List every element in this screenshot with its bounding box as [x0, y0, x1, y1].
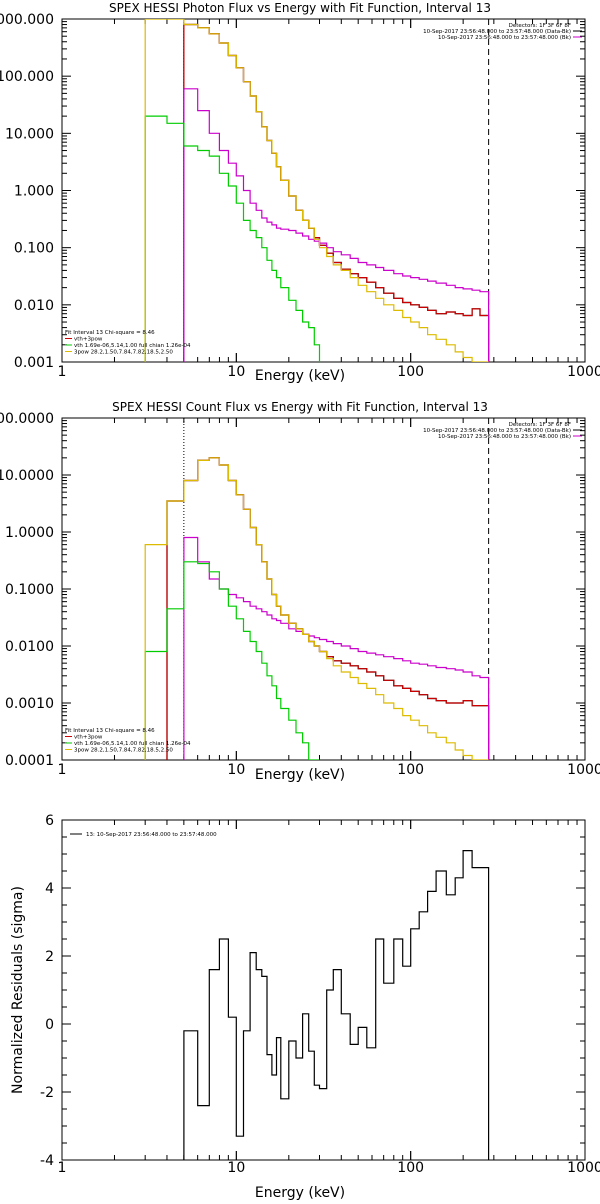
y-tick-label: 100.000	[0, 69, 54, 85]
series-line-2	[166, 457, 490, 760]
y-tick-label: 0.100	[14, 241, 54, 257]
series-line-1	[166, 457, 490, 760]
series-line-1	[183, 850, 490, 1160]
legend-entry: Detectors: 1F 3F 6F 8F	[509, 422, 571, 428]
x-tick-label: 100	[397, 762, 424, 778]
x-axis-label: Energy (keV)	[255, 368, 345, 384]
series-line-4	[144, 115, 321, 362]
y-tick-label: 0.0001	[5, 753, 54, 769]
legend-entry: Fit Interval 13 Chi-square = 8.46	[65, 728, 155, 734]
x-axis-label: Energy (keV)	[255, 767, 345, 783]
series-line-1	[183, 23, 490, 362]
x-tick-label: 100	[397, 1160, 424, 1176]
x-tick-label: 1	[58, 1160, 67, 1176]
y-tick-label: 0.010	[14, 298, 54, 314]
chart-title: SPEX HESSI Count Flux vs Energy with Fit…	[112, 400, 488, 414]
series-line-3	[183, 536, 490, 760]
y-tick-label: 1.000	[14, 184, 54, 200]
legend-entry: 10-Sep-2017 23:56:48.000 to 23:57:48.000…	[438, 35, 571, 41]
y-tick-label: 0	[45, 1017, 54, 1033]
legend-entry: 3pow 28.2,1.50,7.84,7.82,18.5,2.50	[74, 350, 173, 356]
series-line-2	[183, 23, 490, 362]
legend-entry: Detectors: 1F 3F 6F 8F	[509, 23, 571, 29]
y-tick-label: -4	[40, 1153, 54, 1169]
legend-entry: vth+3pow	[74, 337, 103, 343]
plot-frame	[61, 18, 586, 363]
x-tick-label: 1	[58, 364, 67, 380]
y-tick-label: 6	[45, 813, 54, 829]
y-tick-label: 1.0000	[5, 525, 54, 541]
plot-frame	[61, 819, 586, 1161]
series-line-5	[144, 19, 489, 362]
x-tick-label: 100	[397, 364, 424, 380]
x-tick-label: 1000	[567, 364, 600, 380]
legend-entry: 10-Sep-2017 23:56:48.000 to 23:57:48.000…	[438, 434, 571, 440]
series-line-4	[144, 561, 320, 760]
y-tick-label: 0.001	[14, 355, 54, 371]
legend-entry: Fit Interval 13 Chi-square = 8.46	[65, 330, 155, 336]
y-tick-label: 4	[45, 881, 54, 897]
y-tick-label: 1000.000	[0, 12, 54, 28]
y-tick-label: 100.0000	[0, 411, 54, 427]
x-tick-label: 1000	[567, 762, 600, 778]
legend-entry: 3pow 28.2,1.50,7.84,7.82,18.5,2.50	[74, 748, 173, 754]
series-line-3	[183, 88, 490, 362]
x-tick-label: 10	[227, 1160, 245, 1176]
x-tick-label: 1000	[567, 1160, 600, 1176]
y-tick-label: 10.000	[5, 126, 54, 142]
legend-entry: 10-Sep-2017 23:56:48.000 to 23:57:48.000…	[423, 428, 571, 434]
series-line-5	[144, 457, 489, 760]
legend-entry: 10-Sep-2017 23:56:48.000 to 23:57:48.000…	[423, 29, 571, 35]
y-tick-label: 0.0100	[5, 639, 54, 655]
x-axis-label: Energy (keV)	[255, 1185, 345, 1200]
legend-entry: vth 1.69e-06,5.14,1.00 full chian 1.26e-…	[74, 741, 191, 747]
y-tick-label: 10.0000	[0, 468, 54, 484]
legend-entry: vth+3pow	[74, 735, 103, 741]
legend-entry: 13: 10-Sep-2017 23:56:48.000 to 23:57:48…	[86, 832, 217, 838]
y-tick-label: 0.0010	[5, 696, 54, 712]
x-tick-label: 10	[227, 364, 245, 380]
y-axis-label: Normalized Residuals (sigma)	[10, 886, 26, 1094]
chart-title: SPEX HESSI Photon Flux vs Energy with Fi…	[109, 1, 491, 15]
y-tick-label: 0.1000	[5, 582, 54, 598]
y-tick-label: -2	[40, 1085, 54, 1101]
x-tick-label: 10	[227, 762, 245, 778]
plot-frame	[61, 417, 586, 761]
y-tick-label: 2	[45, 949, 54, 965]
legend-entry: vth 1.69e-06,5.14,1.00 full chian 1.26e-…	[74, 343, 191, 349]
x-tick-label: 1	[58, 762, 67, 778]
